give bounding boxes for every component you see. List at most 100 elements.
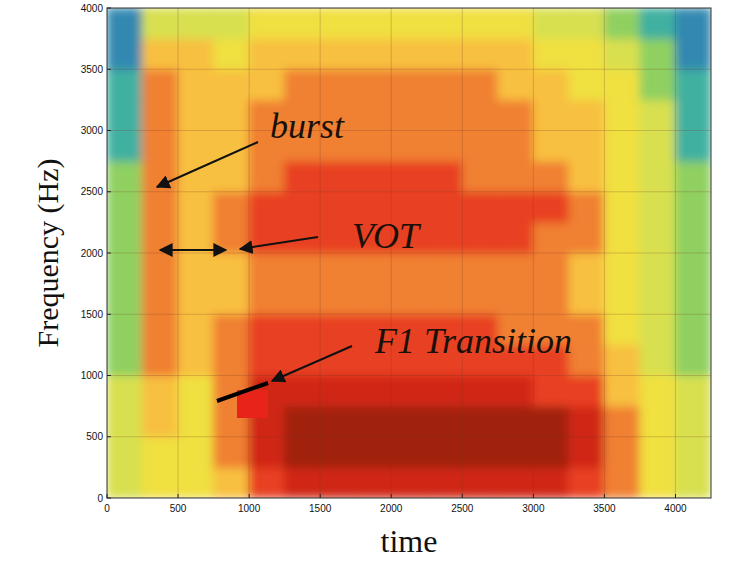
- cell: [249, 8, 286, 39]
- cell: [178, 130, 215, 162]
- cell: [639, 222, 676, 254]
- cell: [497, 161, 534, 193]
- tick: [178, 494, 179, 498]
- tick-label: 500: [86, 431, 103, 442]
- cell: [391, 99, 428, 131]
- arrow: [272, 346, 352, 381]
- cell: [568, 436, 605, 468]
- arrow: [240, 237, 318, 249]
- tick: [107, 314, 111, 315]
- cell: [178, 8, 215, 39]
- cell: [178, 375, 215, 407]
- tick: [107, 130, 111, 131]
- tick-label: 0: [104, 503, 110, 514]
- cell: [249, 69, 286, 101]
- cell: [142, 99, 179, 131]
- cell: [604, 253, 641, 285]
- cell: [213, 191, 250, 223]
- cell: [604, 130, 641, 162]
- cell: [604, 38, 641, 70]
- cell: [355, 283, 392, 315]
- cell: [391, 467, 428, 498]
- cell: [249, 314, 286, 346]
- cell: [142, 222, 179, 254]
- tick: [391, 494, 392, 498]
- cell: [178, 222, 215, 254]
- cell: [533, 222, 570, 254]
- cell: [675, 99, 711, 131]
- cell: [178, 283, 215, 315]
- cell: [568, 99, 605, 131]
- cell: [675, 191, 711, 223]
- cell: [568, 222, 605, 254]
- grid-line: [107, 130, 711, 131]
- cell: [391, 130, 428, 162]
- cell: [142, 467, 179, 498]
- tick: [533, 494, 534, 498]
- cell: [604, 344, 641, 376]
- cell: [320, 375, 357, 407]
- cell: [355, 130, 392, 162]
- cell: [213, 314, 250, 346]
- cell: [320, 38, 357, 70]
- cell: [249, 191, 286, 223]
- cell: [178, 69, 215, 101]
- cell: [320, 283, 357, 315]
- heatmap-cells: [107, 8, 711, 498]
- arrow: [157, 142, 258, 187]
- cell: [568, 161, 605, 193]
- cell: [178, 99, 215, 131]
- cell: [284, 161, 321, 193]
- cell: [249, 436, 286, 468]
- cell: [320, 253, 357, 285]
- cell: [675, 222, 711, 254]
- cell: [639, 38, 676, 70]
- tick-label: 3500: [593, 503, 616, 514]
- cell: [355, 69, 392, 101]
- cell: [497, 406, 534, 438]
- cell: [426, 222, 463, 254]
- cell: [320, 314, 357, 346]
- cell: [462, 161, 499, 193]
- cell: [178, 38, 215, 70]
- cell: [426, 253, 463, 285]
- cell: [675, 406, 711, 438]
- cell: [675, 436, 711, 468]
- grid-line: [107, 436, 711, 437]
- cell: [142, 406, 179, 438]
- cell: [533, 467, 570, 498]
- tick: [107, 375, 111, 376]
- cell: [675, 130, 711, 162]
- cell: [639, 99, 676, 131]
- cell: [107, 69, 143, 101]
- cell: [675, 375, 711, 407]
- cell: [497, 222, 534, 254]
- grid-line: [107, 69, 711, 70]
- cell: [568, 467, 605, 498]
- cell: [249, 161, 286, 193]
- cell: [604, 436, 641, 468]
- cell: [568, 406, 605, 438]
- cell: [426, 69, 463, 101]
- cell: [284, 467, 321, 498]
- cell: [639, 436, 676, 468]
- cell: [391, 8, 428, 39]
- cell: [675, 314, 711, 346]
- cell: [284, 38, 321, 70]
- cell: [604, 99, 641, 131]
- cell: [178, 467, 215, 498]
- cell: [284, 375, 321, 407]
- cell: [604, 283, 641, 315]
- cell: [284, 436, 321, 468]
- tick-label: 2000: [81, 248, 104, 259]
- cell: [426, 283, 463, 315]
- cell: [320, 436, 357, 468]
- cell: [533, 69, 570, 101]
- cell: [213, 253, 250, 285]
- cell: [249, 467, 286, 498]
- cell: [355, 406, 392, 438]
- cell: [391, 283, 428, 315]
- tick: [107, 8, 111, 9]
- cell: [497, 38, 534, 70]
- cell: [426, 436, 463, 468]
